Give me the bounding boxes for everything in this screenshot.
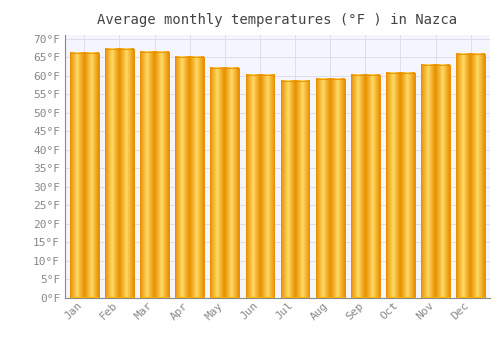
Bar — [105, 49, 134, 298]
Bar — [210, 68, 239, 298]
Bar — [246, 75, 274, 298]
Bar — [246, 75, 274, 298]
Bar — [140, 52, 169, 298]
Bar — [176, 57, 204, 298]
Bar — [70, 53, 98, 298]
Bar — [386, 73, 415, 298]
Bar — [70, 53, 98, 298]
Bar — [456, 54, 485, 298]
Bar — [386, 73, 415, 298]
Bar — [351, 75, 380, 298]
Bar — [421, 65, 450, 298]
Bar — [456, 54, 485, 298]
Bar — [351, 75, 380, 298]
Bar — [140, 52, 169, 298]
Bar — [176, 57, 204, 298]
Bar — [210, 68, 239, 298]
Title: Average monthly temperatures (°F ) in Nazca: Average monthly temperatures (°F ) in Na… — [98, 13, 458, 27]
Bar — [280, 81, 310, 298]
Bar — [105, 49, 134, 298]
Bar — [280, 81, 310, 298]
Bar — [316, 79, 344, 298]
Bar — [316, 79, 344, 298]
Bar — [421, 65, 450, 298]
